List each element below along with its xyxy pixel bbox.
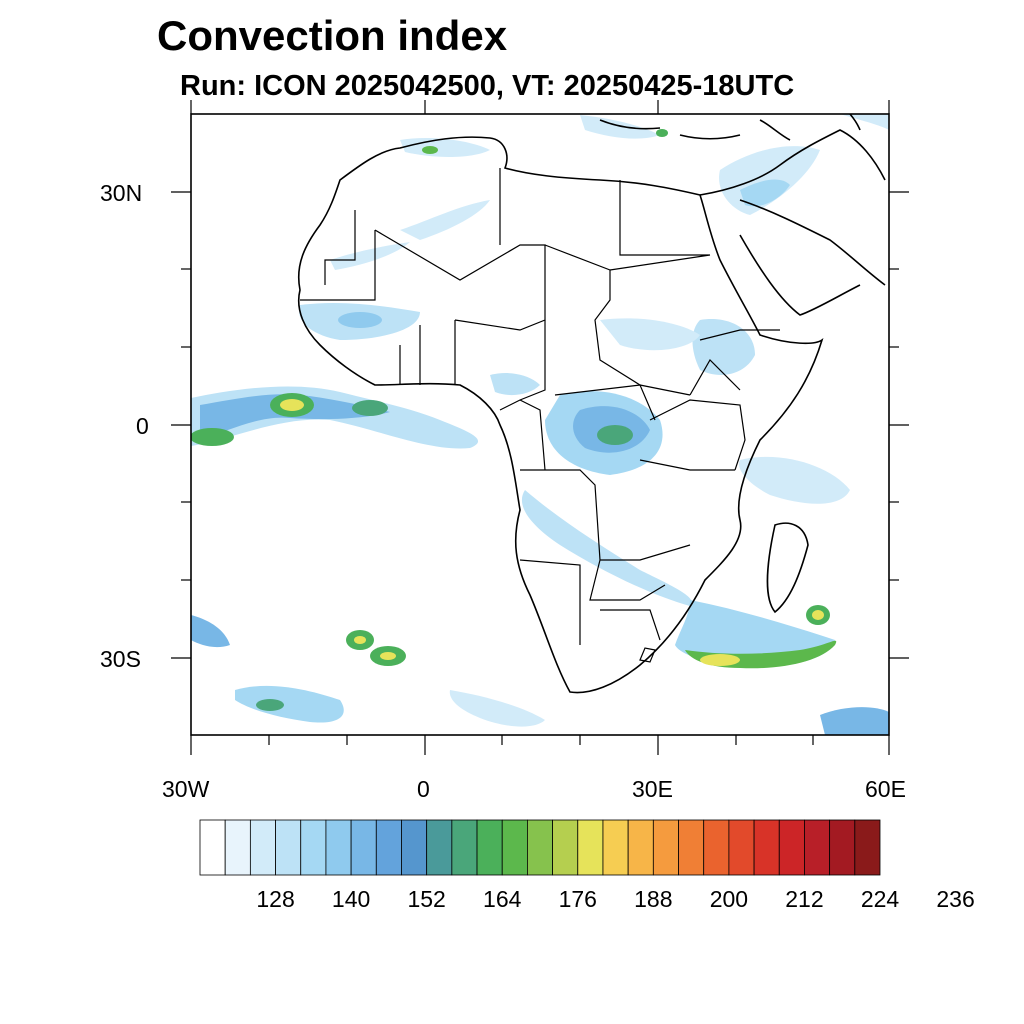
colorbar-swatch [577,819,604,876]
colorbar-swatch [401,819,428,876]
x-tick-label: 60E [865,776,906,802]
colorbar-label: 176 [558,886,597,912]
convection-field [191,114,889,735]
x-tick-label: 30E [632,776,673,802]
colorbar-swatch [728,819,755,876]
colorbar-label: 164 [483,886,522,912]
colorbar-swatch [476,819,503,876]
colorbar-swatch [829,819,856,876]
colorbar-swatch [753,819,780,876]
colorbar-label: 188 [634,886,673,912]
colorbar-label: 128 [256,886,295,912]
x-tick-label: 30W [162,776,210,802]
tick-marks [171,100,909,755]
colorbar-label: 140 [331,886,371,912]
colorbar-swatch [552,819,579,876]
x-tick-label: 0 [417,776,430,802]
colorbar [199,819,881,876]
colorbar-label: 200 [709,886,749,912]
country-borders [300,168,780,663]
chart-title: Convection index [157,12,508,59]
colorbar-swatch [703,819,730,876]
coastlines [297,114,886,694]
colorbar-swatch [627,819,654,876]
colorbar-label: 152 [407,886,446,912]
chart-subtitle: Run: ICON 2025042500, VT: 20250425-18UTC [180,70,795,102]
colorbar-swatch [652,819,679,876]
colorbar-swatch [300,819,327,876]
colorbar-swatch [249,819,276,876]
colorbar-swatch [275,819,302,876]
colorbar-swatch [451,819,478,876]
colorbar-swatch [778,819,805,876]
colorbar-swatch [527,819,553,876]
colorbar-swatch [678,819,705,876]
colorbar-swatch [426,819,453,876]
colorbar-label: 224 [860,886,900,912]
colorbar-swatch [501,819,528,876]
colorbar-swatch [199,819,226,876]
colorbar-swatch [804,819,831,876]
colorbar-label: 236 [936,886,975,912]
y-tick-label: 30N [100,180,143,206]
colorbar-swatch [854,819,881,876]
colorbar-swatch [602,819,629,876]
colorbar-swatch [350,819,377,876]
y-tick-label: 30S [100,646,141,672]
colorbar-label: 212 [785,886,824,912]
colorbar-swatch [375,819,402,876]
colorbar-swatch [325,819,352,876]
y-tick-label: 0 [136,413,149,439]
colorbar-swatch [224,819,251,876]
